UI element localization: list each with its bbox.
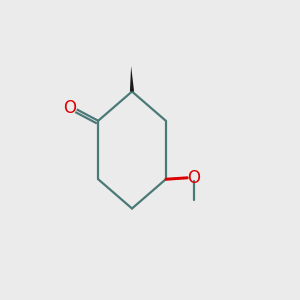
- Polygon shape: [130, 66, 134, 92]
- Text: O: O: [64, 99, 76, 117]
- Text: O: O: [187, 169, 200, 187]
